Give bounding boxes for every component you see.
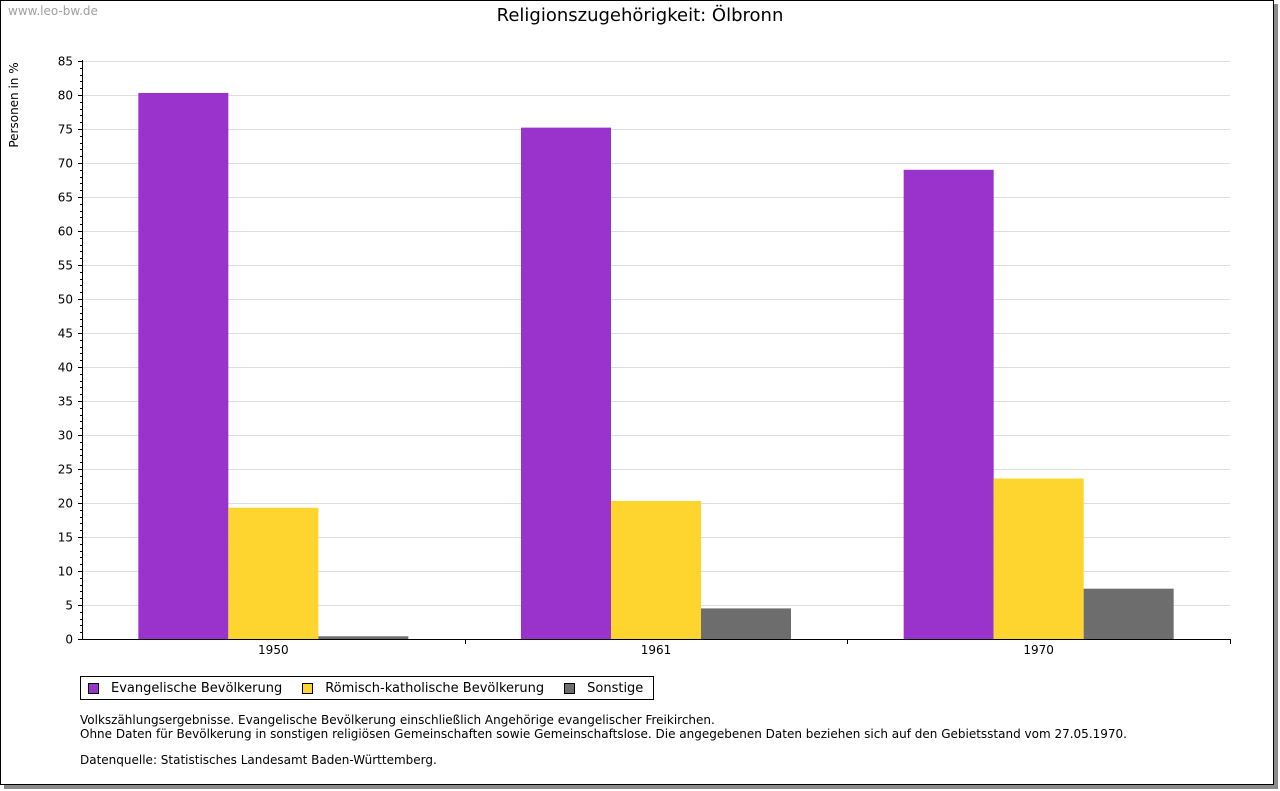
legend-label-evangelisch: Evangelische Bevölkerung (111, 680, 283, 696)
legend-swatch-evangelisch (88, 682, 99, 694)
y-tick-label: 40 (58, 361, 73, 375)
y-tick-label: 65 (58, 191, 73, 205)
footnotes: Volkszählungsergebnisse. Evangelische Be… (80, 713, 1127, 767)
y-tick-label: 25 (58, 463, 73, 477)
legend-swatch-sonstige (564, 682, 576, 694)
note-line-1: Volkszählungsergebnisse. Evangelische Be… (80, 713, 715, 727)
x-tick-label: 1970 (1023, 643, 1054, 657)
bar-1970-evangelisch (903, 169, 994, 640)
y-tick-label: 85 (58, 55, 73, 69)
note-line-2: Ohne Daten für Bevölkerung in sonstigen … (80, 727, 1127, 741)
bar-1950-katholisch (228, 507, 319, 639)
legend-item-katholisch: Römisch-katholische Bevölkerung (302, 681, 544, 696)
bar-1961-sonstige (701, 608, 791, 639)
y-tick-label: 10 (58, 565, 73, 579)
y-tick-label: 15 (58, 531, 73, 545)
legend-swatch-katholisch (302, 682, 314, 694)
y-tick-label: 75 (58, 123, 73, 137)
legend-label-katholisch: Römisch-katholische Bevölkerung (325, 680, 545, 696)
y-tick-label: 30 (58, 429, 73, 443)
y-tick-label: 80 (58, 89, 73, 103)
watermark: www.leo-bw.de (8, 4, 98, 18)
y-tick-label: 50 (58, 293, 73, 307)
bar-1961-katholisch (611, 500, 701, 639)
legend-item-evangelisch: Evangelische Bevölkerung (88, 681, 282, 696)
data-source: Datenquelle: Statistisches Landesamt Bad… (80, 753, 437, 767)
bar-1970-katholisch (993, 478, 1084, 639)
y-tick-label: 5 (65, 599, 73, 613)
y-tick-label: 35 (58, 395, 73, 409)
chart-title: Religionszugehörigkeit: Ölbronn (496, 5, 784, 26)
y-tick-label: 45 (58, 327, 73, 341)
bar-1970-sonstige (1083, 588, 1174, 639)
legend: Evangelische Bevölkerung Römisch-katholi… (80, 676, 655, 700)
bar-1950-sonstige (318, 636, 409, 639)
bar-1961-evangelisch (521, 127, 611, 639)
x-tick-label: 1961 (641, 643, 672, 657)
y-tick-label: 20 (58, 497, 73, 511)
y-tick-label: 0 (65, 633, 73, 647)
bar-1950-evangelisch (138, 92, 229, 639)
y-tick-label: 55 (58, 259, 73, 273)
x-tick-label: 1950 (258, 643, 289, 657)
y-tick-label: 70 (58, 157, 73, 171)
legend-label-sonstige: Sonstige (587, 680, 644, 696)
y-tick-label: 60 (58, 225, 73, 239)
legend-item-sonstige: Sonstige (564, 681, 643, 696)
bar-chart: 0 5 10 15 20 25 30 35 40 45 50 55 60 65 70 75 80 85 1950 19… (58, 55, 1231, 657)
